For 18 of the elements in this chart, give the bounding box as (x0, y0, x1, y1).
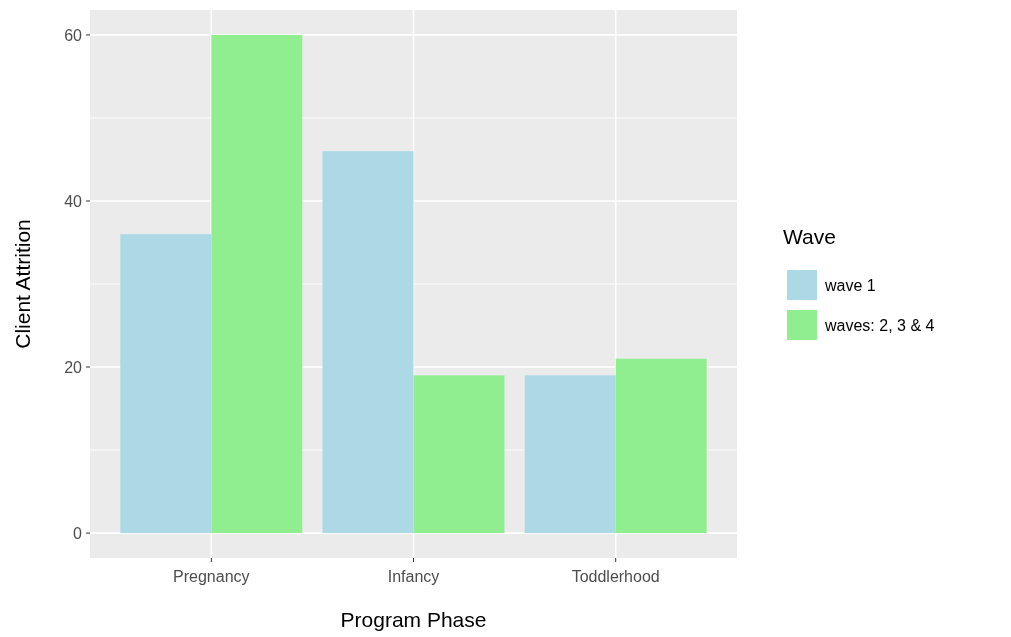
bar (615, 358, 707, 534)
legend-label: waves: 2, 3 & 4 (824, 316, 935, 334)
bar (322, 151, 414, 534)
bar (120, 234, 212, 534)
y-axis-title: Client Attrition (11, 219, 34, 349)
legend-title: Wave (783, 225, 836, 248)
bar (524, 375, 616, 534)
bar (413, 375, 505, 534)
x-tick-label: Infancy (387, 568, 440, 585)
y-tick-label: 60 (64, 26, 83, 44)
x-tick-label: Toddlerhood (571, 568, 660, 585)
y-tick-label: 0 (73, 524, 83, 542)
x-tick-label: Pregnancy (173, 568, 250, 585)
y-tick-label: 40 (64, 192, 83, 210)
bar (211, 34, 303, 534)
y-tick-label: 20 (64, 358, 83, 376)
legend-label: wave 1 (824, 276, 876, 294)
x-axis-title: Program Phase (340, 608, 487, 631)
